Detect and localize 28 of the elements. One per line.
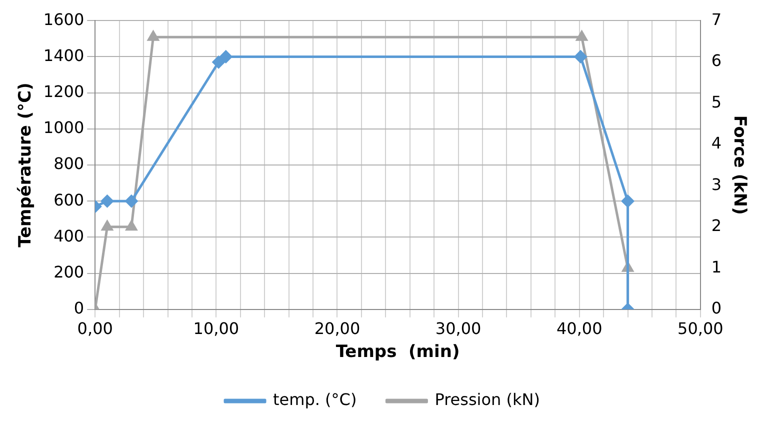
y-axis-title: Température (°C) (16, 82, 36, 248)
y2-tick-label: 5 (711, 92, 722, 112)
y2-tick-label: 2 (711, 216, 722, 236)
x-tick-label: 10,00 (193, 319, 240, 338)
y-tick-label: 1600 (43, 10, 84, 29)
y2-tick-label: 1 (711, 257, 722, 276)
legend-label: Pression (kN) (434, 390, 540, 410)
y-tick-label: 600 (54, 190, 84, 210)
x-tick-label: 0,00 (77, 319, 113, 338)
y2-tick-label: 7 (711, 10, 722, 29)
legend-label: temp. (°C) (273, 390, 357, 410)
x-tick-label: 20,00 (314, 319, 360, 338)
y-tick-label: 800 (54, 154, 84, 174)
x-tick-label: 30,00 (435, 319, 482, 338)
y-tick-label: 0 (74, 298, 84, 318)
x-tick-label: 40,00 (556, 319, 602, 338)
y-tick-label: 1200 (43, 82, 84, 101)
y2-tick-label: 0 (711, 298, 722, 318)
y2-tick-label: 4 (711, 134, 722, 153)
x-axis-title: Temps (min) (336, 342, 460, 362)
y2-axis-title: Force (kN) (729, 115, 750, 215)
y2-tick-label: 6 (711, 51, 722, 70)
y-tick-label: 200 (54, 262, 84, 282)
y-tick-label: 1400 (43, 46, 84, 65)
y-tick-label: 400 (54, 226, 84, 246)
y2-tick-label: 3 (711, 174, 722, 194)
y-tick-label: 1000 (43, 118, 84, 138)
x-tick-label: 50,00 (678, 319, 724, 338)
